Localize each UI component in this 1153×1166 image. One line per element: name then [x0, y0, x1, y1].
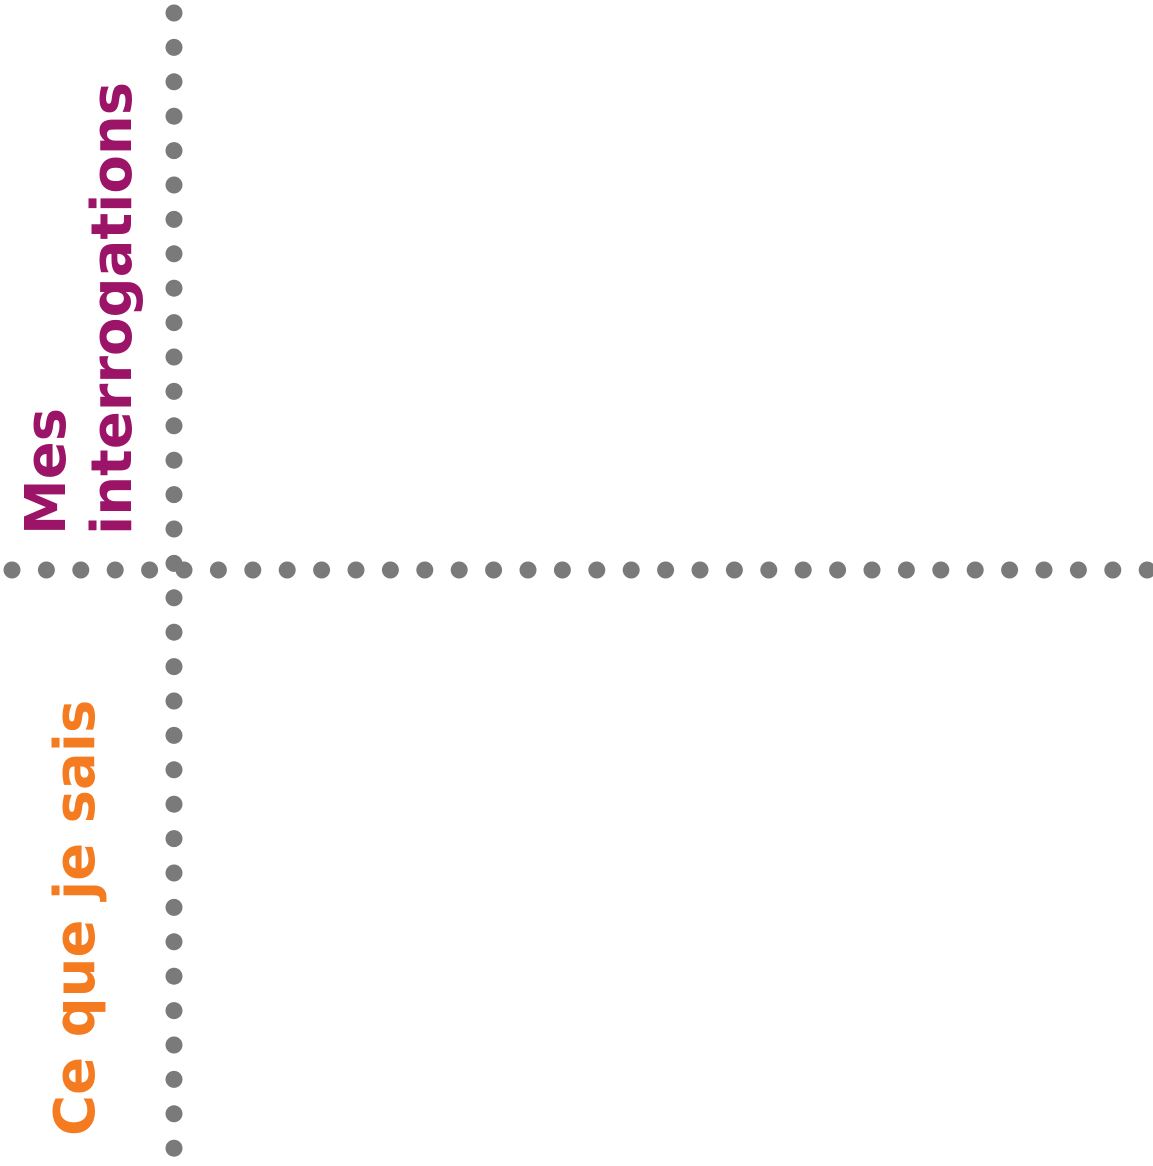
divider-dot: [863, 561, 881, 579]
divider-dot: [165, 348, 183, 366]
divider-dot: [165, 898, 183, 916]
divider-dot: [165, 520, 183, 538]
divider-dot: [165, 658, 183, 676]
divider-dot: [1035, 561, 1053, 579]
divider-dot: [450, 561, 468, 579]
divider-dot: [175, 561, 193, 579]
divider-dot: [165, 1139, 183, 1157]
vertical-dotted-line: [165, 4, 183, 1157]
divider-dot: [760, 561, 778, 579]
divider-dot: [165, 176, 183, 194]
divider-dot: [165, 1002, 183, 1020]
divider-dot: [37, 561, 55, 579]
divider-dot: [416, 561, 434, 579]
divider-dot: [165, 726, 183, 744]
divider-dot: [3, 561, 21, 579]
divider-dot: [165, 623, 183, 641]
divider-dot: [141, 561, 159, 579]
divider-dot: [165, 933, 183, 951]
horizontal-dotted-line: [3, 561, 1153, 579]
divider-dot: [165, 830, 183, 848]
divider-dot: [165, 314, 183, 332]
divider-dot: [897, 561, 915, 579]
divider-dot: [347, 561, 365, 579]
divider-dot: [244, 561, 262, 579]
divider-dot: [519, 561, 537, 579]
divider-dot: [966, 561, 984, 579]
divider-dot: [725, 561, 743, 579]
divider-dot: [829, 561, 847, 579]
divider-dot: [165, 486, 183, 504]
divider-dot: [313, 561, 331, 579]
divider-dot: [165, 1070, 183, 1088]
divider-dot: [165, 38, 183, 56]
divider-dot: [165, 864, 183, 882]
divider-dot: [165, 589, 183, 607]
divider-dot: [209, 561, 227, 579]
divider-dot: [381, 561, 399, 579]
divider-dot: [165, 279, 183, 297]
divider-dot: [72, 561, 90, 579]
section-title-known-text: Ce que je sais: [43, 699, 108, 1136]
divider-dot: [588, 561, 606, 579]
divider-dot: [1138, 561, 1153, 579]
divider-dot: [1069, 561, 1087, 579]
divider-dot: [165, 382, 183, 400]
section-title-questions-line2: interrogations: [80, 81, 145, 535]
divider-dot: [485, 561, 503, 579]
divider-dot: [657, 561, 675, 579]
divider-dot: [932, 561, 950, 579]
divider-dot: [165, 210, 183, 228]
divider-dot: [165, 4, 183, 22]
divider-dot: [165, 417, 183, 435]
section-title-questions-line1: Mes: [14, 407, 79, 535]
divider-dot: [165, 761, 183, 779]
divider-dot: [553, 561, 571, 579]
divider-dot: [165, 245, 183, 263]
divider-dot: [691, 561, 709, 579]
divider-dot: [278, 561, 296, 579]
divider-dot: [622, 561, 640, 579]
divider-dot: [165, 451, 183, 469]
divider-dot: [165, 107, 183, 125]
divider-dot: [165, 967, 183, 985]
divider-dot: [794, 561, 812, 579]
divider-dot: [1001, 561, 1019, 579]
divider-dot: [165, 692, 183, 710]
divider-dot: [165, 73, 183, 91]
divider-dot: [106, 561, 124, 579]
divider-dot: [165, 795, 183, 813]
divider-dot: [165, 142, 183, 160]
section-title-known: Ce que je sais: [43, 700, 108, 1136]
divider-dot: [165, 1036, 183, 1054]
divider-dot: [1104, 561, 1122, 579]
section-title-questions: Mes interrogations: [14, 82, 146, 535]
divider-dot: [165, 1105, 183, 1123]
